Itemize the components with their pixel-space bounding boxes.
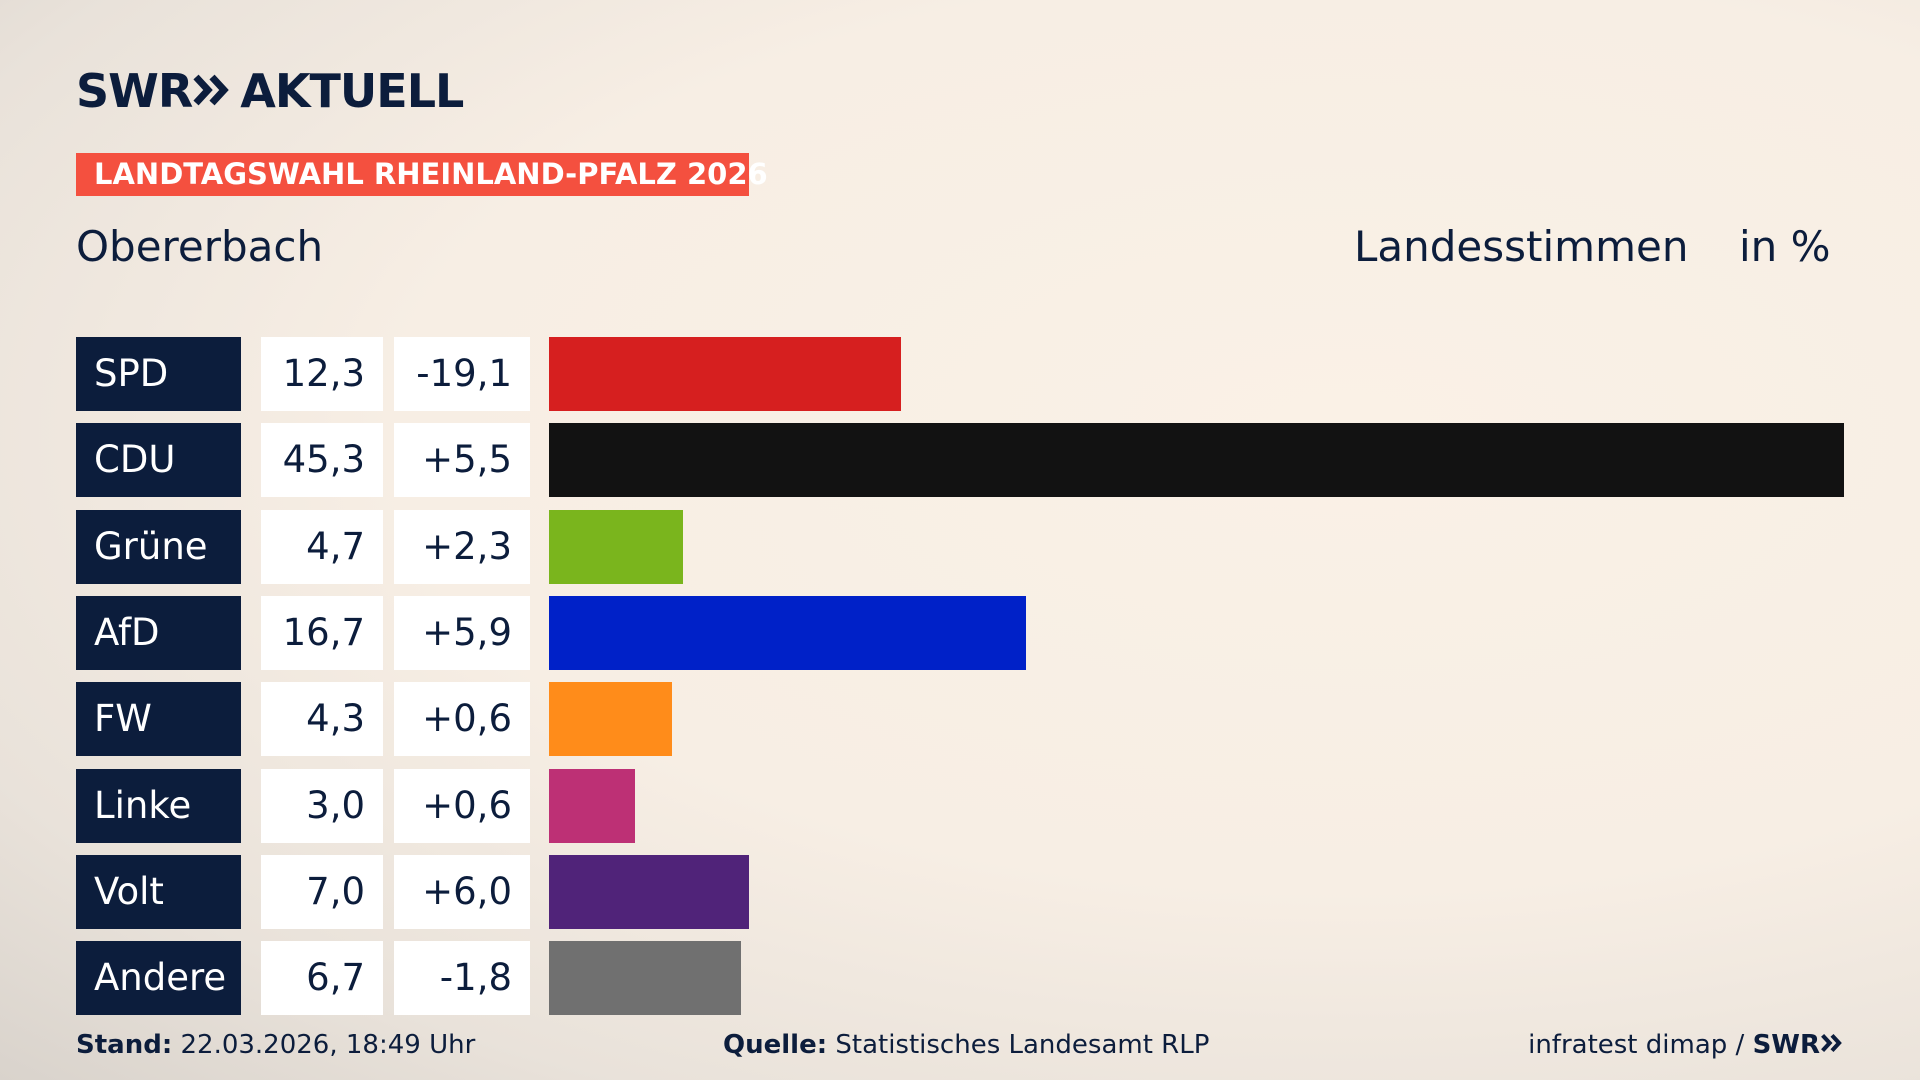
change-label: +5,5 [394, 423, 530, 498]
party-label: Linke [76, 768, 241, 843]
value-label: 6,7 [261, 941, 383, 1016]
value-label: 3,0 [261, 768, 383, 843]
change-label: +2,3 [394, 509, 530, 584]
unit-heading: in % [1739, 222, 1831, 271]
stand-value: 22.03.2026, 18:49 Uhr [180, 1030, 476, 1060]
stand: Stand: 22.03.2026, 18:49 Uhr [76, 1030, 475, 1060]
bar [549, 682, 672, 757]
bar [549, 595, 1027, 670]
party-label: Volt [76, 854, 241, 929]
logo-sub: AKTUELL [240, 64, 464, 118]
value-label: 12,3 [261, 337, 383, 411]
value-heading: Landesstimmen [1354, 222, 1689, 271]
change-label: +0,6 [394, 768, 530, 843]
bar [549, 423, 1844, 498]
source-value: Statistisches Landesamt RLP [835, 1030, 1210, 1060]
value-label: 4,3 [261, 682, 383, 757]
bar [549, 941, 741, 1016]
credit-logo: SWR [1752, 1030, 1820, 1060]
credit-text: infratest dimap / [1528, 1030, 1745, 1060]
party-label: SPD [76, 337, 241, 411]
change-label: +6,0 [394, 854, 530, 929]
party-label: Andere [76, 941, 241, 1016]
change-label: -19,1 [394, 337, 530, 411]
party-label: AfD [76, 595, 241, 670]
credit-chevrons [1821, 1033, 1842, 1053]
change-label: +0,6 [394, 682, 530, 757]
bar [549, 854, 750, 929]
chart-title: Obererbach [76, 222, 324, 271]
credit: infratest dimap / SWR [1528, 1030, 1844, 1060]
party-label: Grüne [76, 509, 241, 584]
change-label: +5,9 [394, 595, 530, 670]
logo-text: SWR [76, 64, 193, 118]
value-label: 16,7 [261, 595, 383, 670]
logo: SWR AKTUELL [76, 64, 464, 118]
value-label: 4,7 [261, 509, 383, 584]
bar [549, 768, 635, 843]
change-label: -1,8 [394, 941, 530, 1016]
logo-chevrons [193, 74, 230, 106]
stand-label: Stand: [76, 1030, 173, 1060]
source-label: Quelle: [723, 1030, 828, 1060]
value-label: 7,0 [261, 854, 383, 929]
bar [549, 509, 684, 584]
bar [549, 337, 901, 411]
source: Quelle: Statistisches Landesamt RLP [723, 1030, 1209, 1060]
value-label: 45,3 [261, 423, 383, 498]
banner: LANDTAGSWAHL RHEINLAND-PFALZ 2026 [76, 153, 768, 196]
party-label: CDU [76, 423, 241, 498]
party-label: FW [76, 682, 241, 757]
